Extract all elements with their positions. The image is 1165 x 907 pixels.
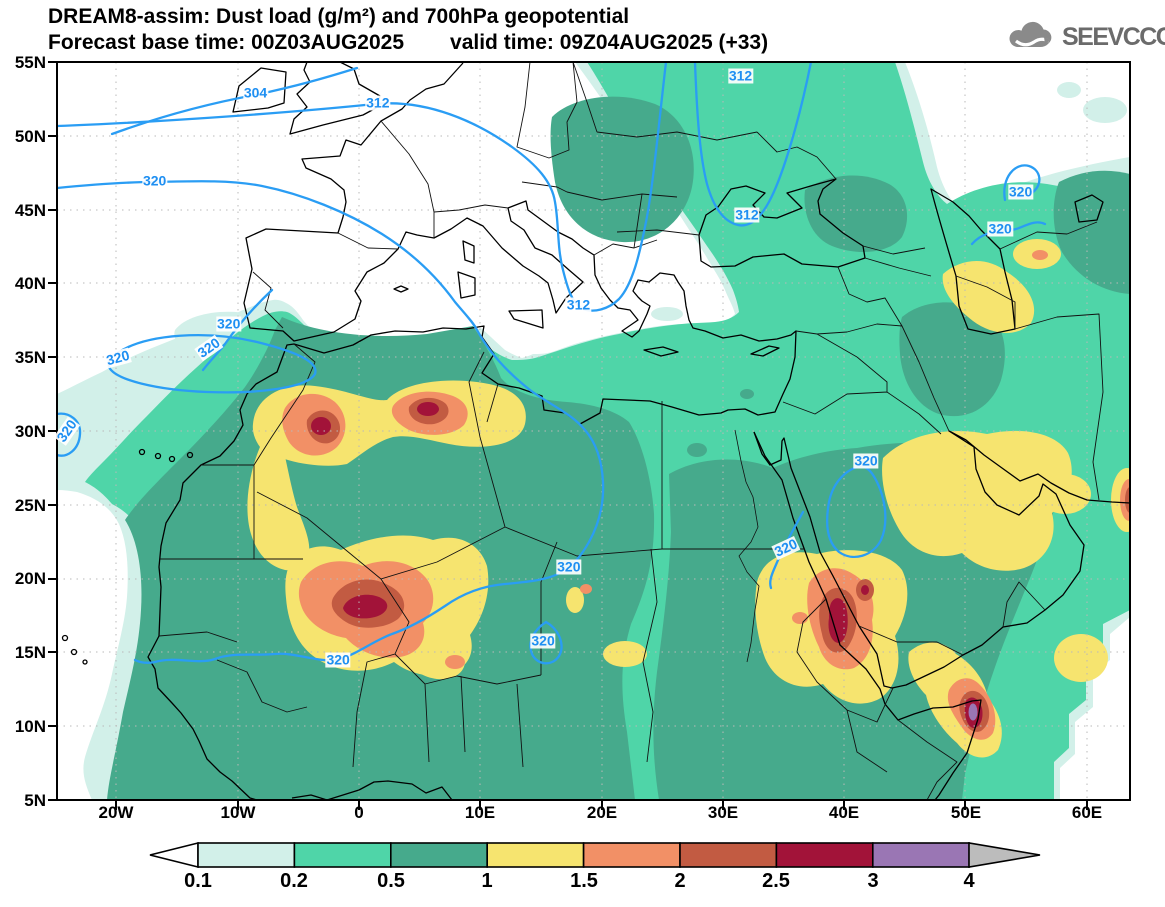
lat-tick-label: 35N — [14, 348, 46, 367]
lon-tick-label: 20W — [98, 803, 134, 822]
colorbar-box — [679, 842, 778, 868]
colorbar-right-arrow — [968, 842, 1041, 868]
colorbar-tick: 0.1 — [184, 870, 212, 892]
map-panel: 304 312 312 320 312 312 320 320 320 320 … — [48, 61, 1131, 810]
colorbar-tick: 3 — [867, 870, 879, 892]
contour-label: 320 — [325, 651, 351, 668]
lon-tick-label: 30E — [707, 803, 739, 822]
map-canvas — [48, 61, 1131, 810]
colorbar-left-arrow — [149, 841, 199, 869]
lat-tick-label: 40N — [14, 274, 46, 293]
lat-tick-label: 55N — [14, 53, 46, 72]
colorbar-tick: 1 — [481, 870, 493, 892]
colorbar-box — [390, 842, 489, 868]
contour-label: 320 — [215, 315, 242, 332]
chart-title: DREAM8-assim: Dust load (g/m²) and 700hP… — [48, 5, 630, 28]
contour-label: 312 — [727, 67, 754, 84]
colorbar-tick: 2.5 — [762, 870, 790, 892]
cloud-icon — [1009, 21, 1052, 48]
colorbar-box — [775, 842, 874, 868]
axis-ticks — [48, 61, 1088, 810]
dust-fill-layer — [57, 62, 1130, 800]
colorbar-tick: 2 — [674, 870, 686, 892]
colorbar-tick: 0.2 — [280, 870, 308, 892]
valid-time: valid time: 09Z04AUG2025 (+33) — [450, 31, 769, 54]
lat-tick-label: 10N — [14, 717, 46, 736]
lon-tick-label: 10W — [220, 803, 256, 822]
contour-label: 312 — [734, 206, 760, 223]
lon-tick-label: 10E — [464, 803, 496, 822]
colorbar — [149, 841, 1041, 869]
forecast-base-time: Forecast base time: 00Z03AUG2025 — [48, 31, 405, 54]
lat-tick-label: 5N — [24, 791, 46, 810]
colorbar-box — [293, 842, 392, 868]
contour-label: 304 — [242, 84, 269, 101]
contour-label: 320 — [530, 632, 556, 649]
contour-label: 320 — [556, 558, 582, 575]
lon-tick-label: 50E — [950, 803, 982, 822]
lat-tick-label: 20N — [14, 569, 46, 588]
lat-tick-label: 25N — [14, 496, 46, 515]
colorbar-box — [582, 842, 681, 868]
contour-label: 320 — [1007, 183, 1034, 200]
colorbar-box — [871, 842, 970, 868]
lon-tick-label: 20E — [586, 803, 618, 822]
contour-label: 312 — [565, 296, 592, 313]
lon-tick-label: 40E — [828, 803, 860, 822]
border-layer — [158, 62, 1104, 800]
seevccc-logo: SEEVCCC — [1006, 20, 1165, 54]
colorbar-tick: 0.5 — [377, 870, 405, 892]
colorbar-tick: 1.5 — [570, 870, 598, 892]
colorbar-box — [197, 842, 296, 868]
colorbar-box — [486, 842, 585, 868]
lat-tick-label: 15N — [14, 643, 46, 662]
lon-tick-label: 0 — [354, 803, 364, 822]
contour-label: 320 — [987, 220, 1013, 237]
lat-tick-label: 30N — [14, 422, 46, 441]
lon-tick-label: 60E — [1071, 803, 1103, 822]
chart-subtitle: Forecast base time: 00Z03AUG2025 valid ti… — [48, 31, 768, 55]
contour-label: 320 — [141, 172, 168, 189]
lat-tick-label: 50N — [14, 127, 46, 146]
colorbar-tick: 4 — [963, 870, 975, 892]
contour-label: 312 — [365, 94, 391, 111]
contour-label: 320 — [853, 452, 879, 469]
logo-text: SEEVCCC — [1062, 22, 1165, 51]
lat-tick-label: 45N — [14, 201, 46, 220]
